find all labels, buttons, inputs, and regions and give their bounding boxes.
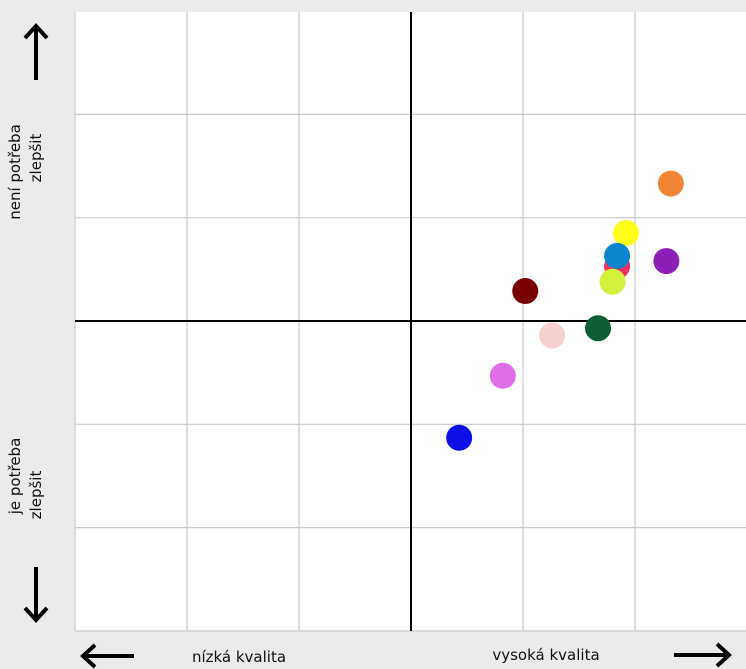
data-point: [657, 170, 684, 197]
data-point: [446, 424, 473, 451]
x-right-label: vysoká kvalita: [492, 646, 599, 664]
data-point: [512, 278, 539, 305]
arrow-up-icon: [23, 23, 49, 80]
y-bottom-label-line1: je potřeba: [6, 438, 24, 516]
arrow-down-icon: [23, 567, 49, 623]
data-point: [585, 315, 612, 342]
y-top-label-line2: zlepšit: [27, 134, 45, 183]
data-point: [613, 220, 640, 247]
y-bottom-label-line2: zlepšit: [27, 471, 45, 520]
data-point: [599, 268, 626, 295]
x-left-label: nízká kvalita: [192, 648, 286, 666]
arrow-left-icon: [80, 643, 134, 669]
data-point: [489, 362, 516, 389]
data-point: [539, 322, 566, 349]
y-top-label-line1: není potřeba: [6, 124, 24, 220]
axes: [75, 12, 746, 631]
data-point: [604, 242, 631, 269]
data-point: [653, 248, 680, 275]
data-points: [446, 170, 684, 451]
arrow-right-icon: [674, 642, 732, 668]
